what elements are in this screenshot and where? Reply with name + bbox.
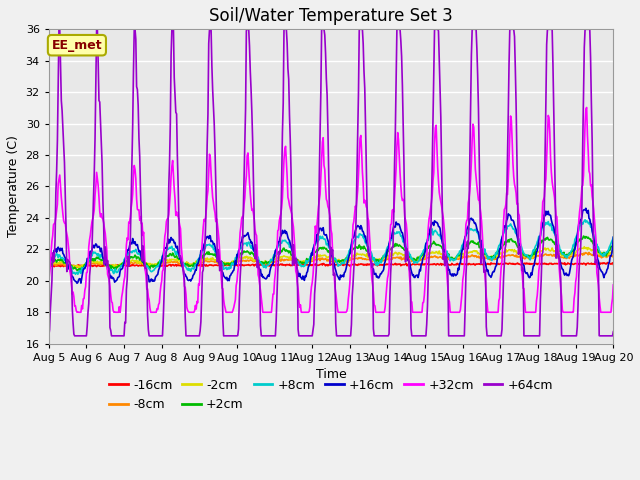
Line: +64cm: +64cm <box>49 29 613 336</box>
+2cm <box>434 242 442 248</box>
Line: -16cm: -16cm <box>49 263 613 267</box>
+64cm <box>170 26 177 32</box>
+8cm <box>609 234 617 240</box>
+32cm <box>73 310 81 315</box>
-2cm <box>170 257 177 263</box>
-2cm <box>75 264 83 270</box>
+2cm <box>170 252 177 257</box>
-2cm <box>434 251 442 256</box>
+64cm <box>434 26 442 32</box>
+8cm <box>323 242 331 248</box>
-2cm <box>559 252 566 257</box>
-8cm <box>559 254 566 260</box>
+16cm <box>170 237 177 243</box>
+32cm <box>434 165 442 170</box>
+2cm <box>609 241 617 247</box>
Text: EE_met: EE_met <box>52 39 102 52</box>
+16cm <box>559 266 566 272</box>
+64cm <box>378 333 386 339</box>
+8cm <box>434 231 442 237</box>
Line: -2cm: -2cm <box>49 247 613 267</box>
Line: +16cm: +16cm <box>49 208 613 283</box>
Line: +2cm: +2cm <box>49 236 613 271</box>
+2cm <box>559 250 566 256</box>
+16cm <box>45 263 52 269</box>
-16cm <box>378 262 386 267</box>
+8cm <box>45 266 52 272</box>
-2cm <box>45 262 52 268</box>
Line: +8cm: +8cm <box>49 220 613 274</box>
-16cm <box>434 261 442 266</box>
+8cm <box>74 271 82 277</box>
-8cm <box>194 260 202 265</box>
+16cm <box>323 235 331 241</box>
+2cm <box>45 262 52 268</box>
Line: -8cm: -8cm <box>49 252 613 267</box>
-2cm <box>323 254 331 260</box>
-2cm <box>609 248 617 253</box>
Y-axis label: Temperature (C): Temperature (C) <box>7 135 20 238</box>
-2cm <box>378 256 386 262</box>
+2cm <box>194 258 202 264</box>
+64cm <box>323 92 331 98</box>
+64cm <box>45 333 52 339</box>
+2cm <box>74 268 82 274</box>
+8cm <box>581 217 589 223</box>
Title: Soil/Water Temperature Set 3: Soil/Water Temperature Set 3 <box>209 7 453 25</box>
+2cm <box>378 255 386 261</box>
+16cm <box>434 221 442 227</box>
-16cm <box>323 262 331 267</box>
+8cm <box>559 252 566 257</box>
-8cm <box>323 258 331 264</box>
+16cm <box>609 234 617 240</box>
-8cm <box>378 257 386 263</box>
-8cm <box>170 260 177 265</box>
-16cm <box>170 262 177 268</box>
+32cm <box>378 310 386 315</box>
-2cm <box>580 244 588 250</box>
-2cm <box>194 259 202 265</box>
-8cm <box>609 253 617 259</box>
+32cm <box>170 171 177 177</box>
+64cm <box>559 333 566 339</box>
+8cm <box>194 257 202 263</box>
+16cm <box>582 205 589 211</box>
-16cm <box>559 261 566 266</box>
+64cm <box>194 333 202 339</box>
+16cm <box>194 261 202 267</box>
+64cm <box>609 329 617 335</box>
-16cm <box>45 262 52 268</box>
Legend: -16cm, -8cm, -2cm, +2cm, +8cm, +16cm, +32cm, +64cm: -16cm, -8cm, -2cm, +2cm, +8cm, +16cm, +3… <box>104 374 558 416</box>
+8cm <box>378 257 386 263</box>
+64cm <box>56 26 63 32</box>
-8cm <box>45 264 52 269</box>
+2cm <box>580 233 588 239</box>
+2cm <box>323 247 331 253</box>
X-axis label: Time: Time <box>316 368 346 381</box>
Line: +32cm: +32cm <box>49 108 613 312</box>
-16cm <box>194 262 202 268</box>
-16cm <box>66 264 74 270</box>
-16cm <box>609 262 617 267</box>
+32cm <box>559 307 566 313</box>
+16cm <box>378 269 386 275</box>
+32cm <box>323 198 331 204</box>
+16cm <box>73 280 81 286</box>
-8cm <box>71 264 79 270</box>
+32cm <box>609 282 617 288</box>
+8cm <box>170 246 177 252</box>
-8cm <box>434 255 442 261</box>
+32cm <box>45 278 52 284</box>
+32cm <box>194 300 202 306</box>
-8cm <box>585 250 593 255</box>
+32cm <box>583 105 591 110</box>
-16cm <box>604 260 612 265</box>
